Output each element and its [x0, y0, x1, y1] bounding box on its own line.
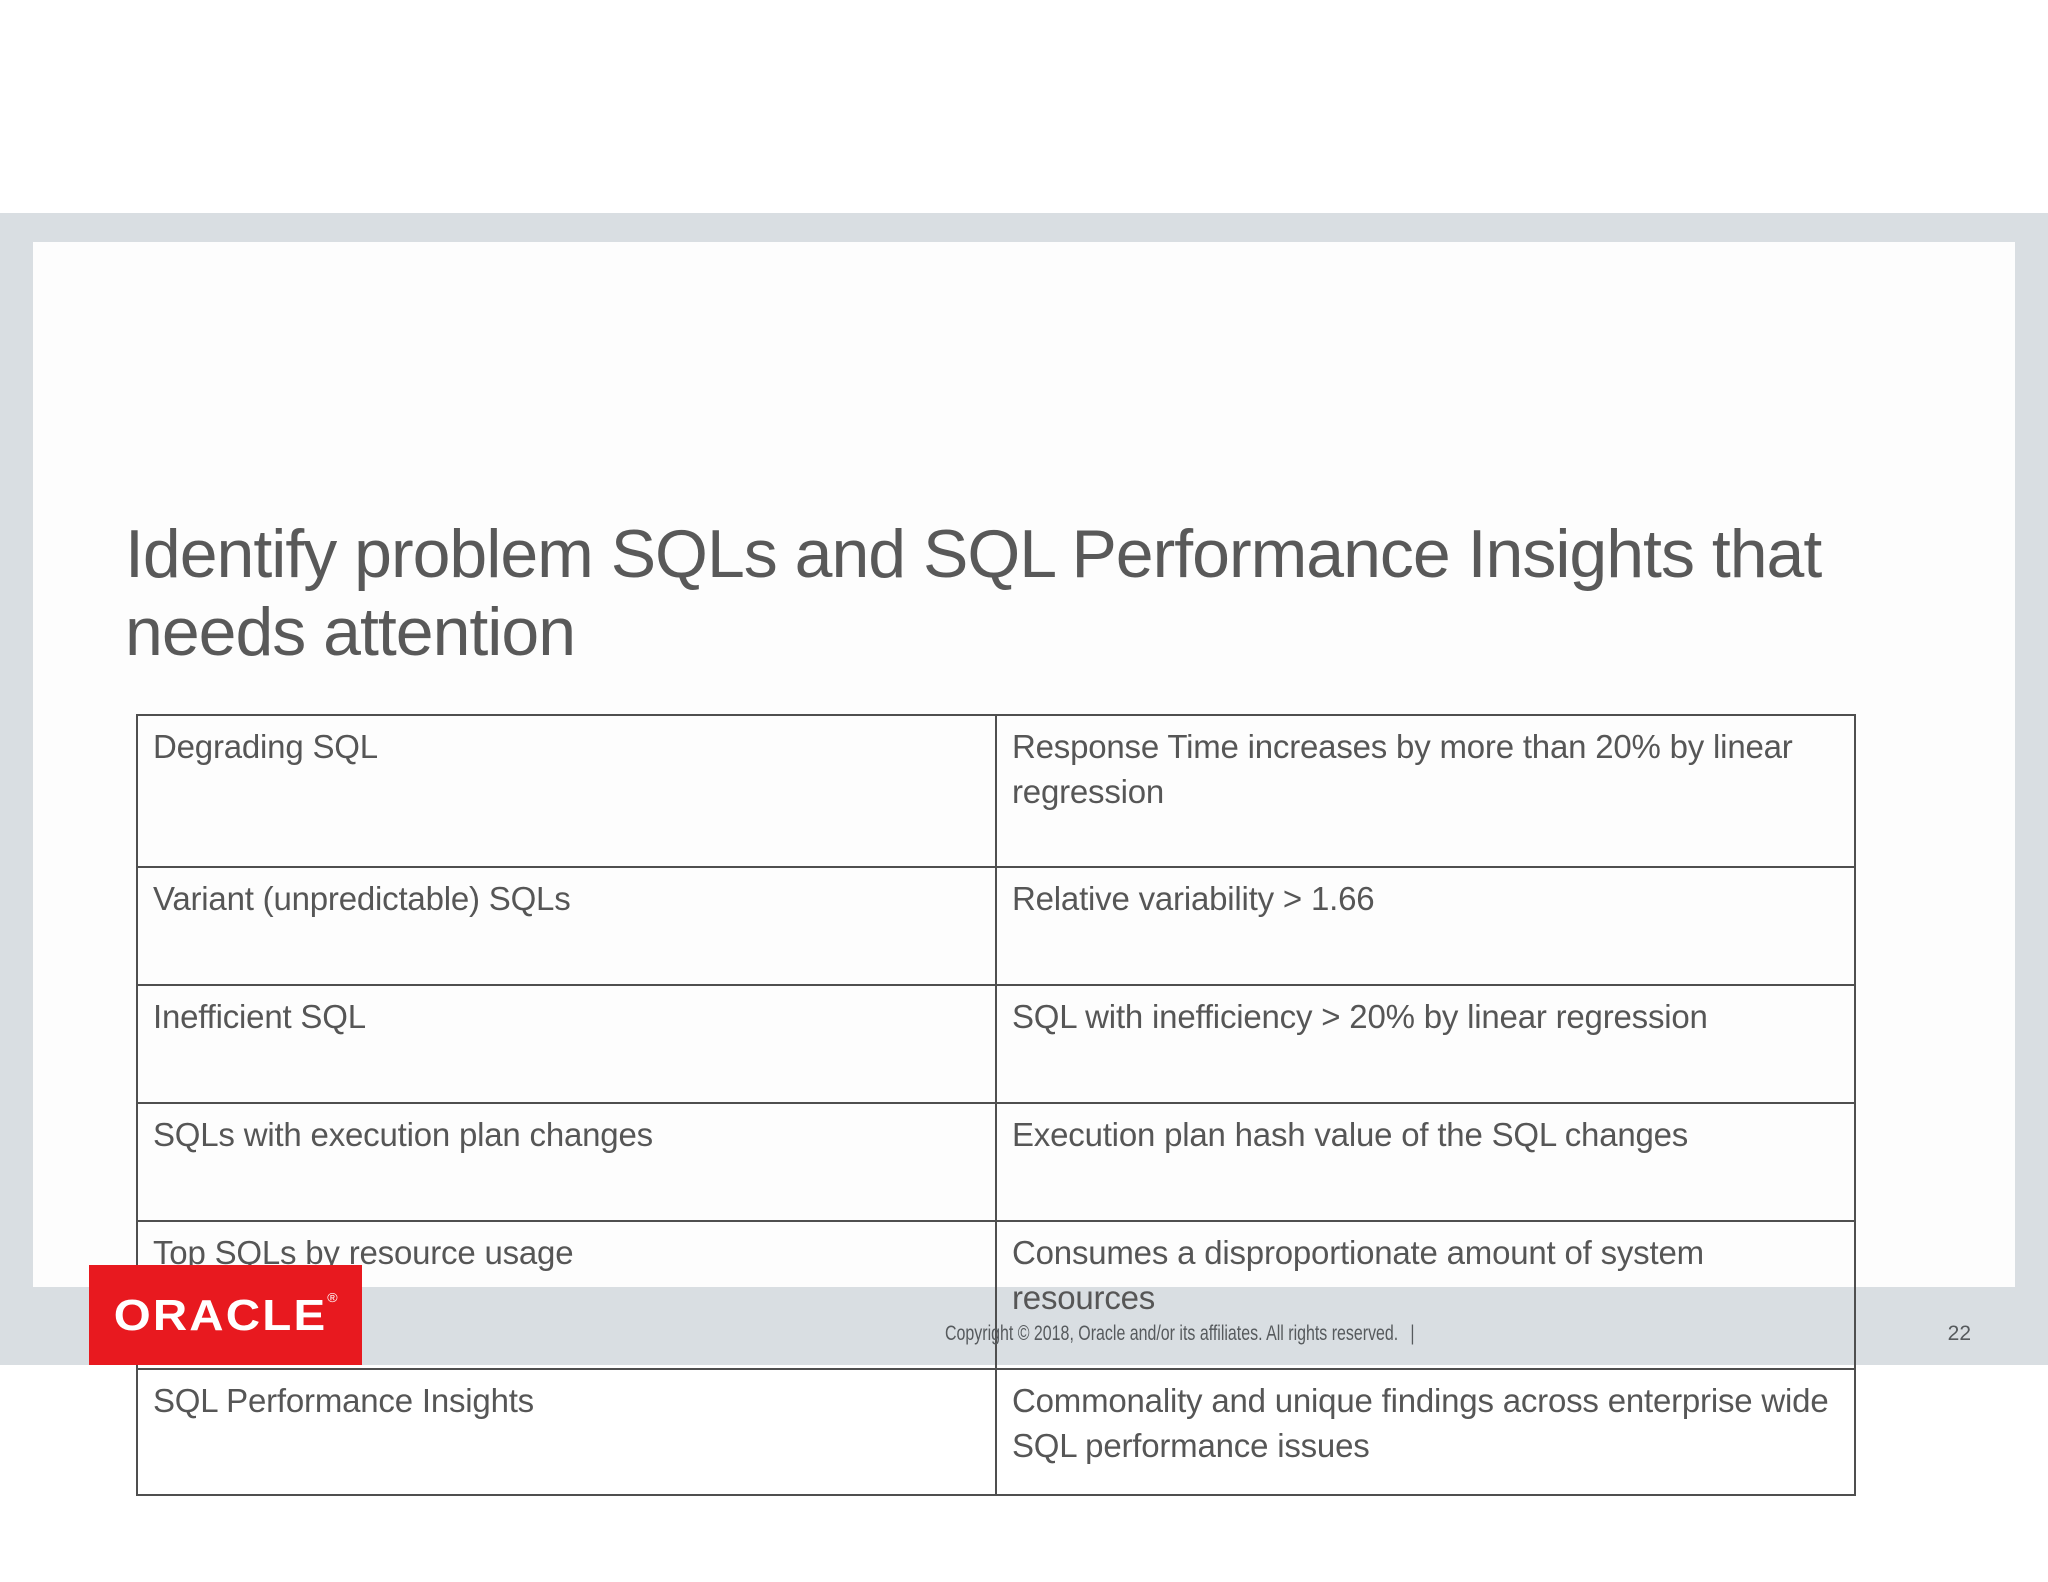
- table-row: SQLs with execution plan changes Executi…: [136, 1102, 1856, 1222]
- copyright-text: Copyright © 2018, Oracle and/or its affi…: [945, 1322, 1399, 1345]
- table-cell-category: SQLs with execution plan changes: [136, 1102, 997, 1222]
- table-cell-criteria: Execution plan hash value of the SQL cha…: [995, 1102, 1856, 1222]
- table-cell-category: Variant (unpredictable) SQLs: [136, 866, 997, 986]
- sql-criteria-table: Degrading SQL Response Time increases by…: [136, 714, 1856, 1496]
- table-row: Inefficient SQL SQL with inefficiency > …: [136, 984, 1856, 1104]
- table-row: Degrading SQL Response Time increases by…: [136, 714, 1856, 868]
- table-row: Top SQLs by resource usage Consumes a di…: [136, 1220, 1856, 1370]
- table-cell-criteria: Consumes a disproportionate amount of sy…: [995, 1220, 1856, 1370]
- table-cell-criteria: Response Time increases by more than 20%…: [995, 714, 1856, 868]
- slide-title: Identify problem SQLs and SQL Performanc…: [125, 515, 1822, 671]
- registered-trademark-symbol: ®: [327, 1289, 338, 1305]
- copyright-notice: Copyright © 2018, Oracle and/or its affi…: [945, 1322, 1415, 1346]
- footer-separator: |: [1410, 1322, 1415, 1345]
- table-row: Variant (unpredictable) SQLs Relative va…: [136, 866, 1856, 986]
- page-number: 22: [1947, 1322, 1971, 1345]
- oracle-logo: ORACLE®: [89, 1265, 362, 1365]
- slide-surface: Identify problem SQLs and SQL Performanc…: [33, 242, 2015, 1496]
- slide-title-line-2: needs attention: [125, 594, 576, 670]
- oracle-logo-wordmark: ORACLE®: [113, 1289, 338, 1340]
- table-cell-criteria: SQL with inefficiency > 20% by linear re…: [995, 984, 1856, 1104]
- table-cell-category: Degrading SQL: [136, 714, 997, 868]
- table-row: SQL Performance Insights Commonality and…: [136, 1368, 1856, 1496]
- table-cell-category: Inefficient SQL: [136, 984, 997, 1104]
- slide-title-line-1: Identify problem SQLs and SQL Performanc…: [125, 516, 1822, 592]
- table-cell-category: SQL Performance Insights: [136, 1368, 997, 1496]
- table-cell-criteria: Relative variability > 1.66: [995, 866, 1856, 986]
- table-cell-criteria: Commonality and unique findings across e…: [995, 1368, 1856, 1496]
